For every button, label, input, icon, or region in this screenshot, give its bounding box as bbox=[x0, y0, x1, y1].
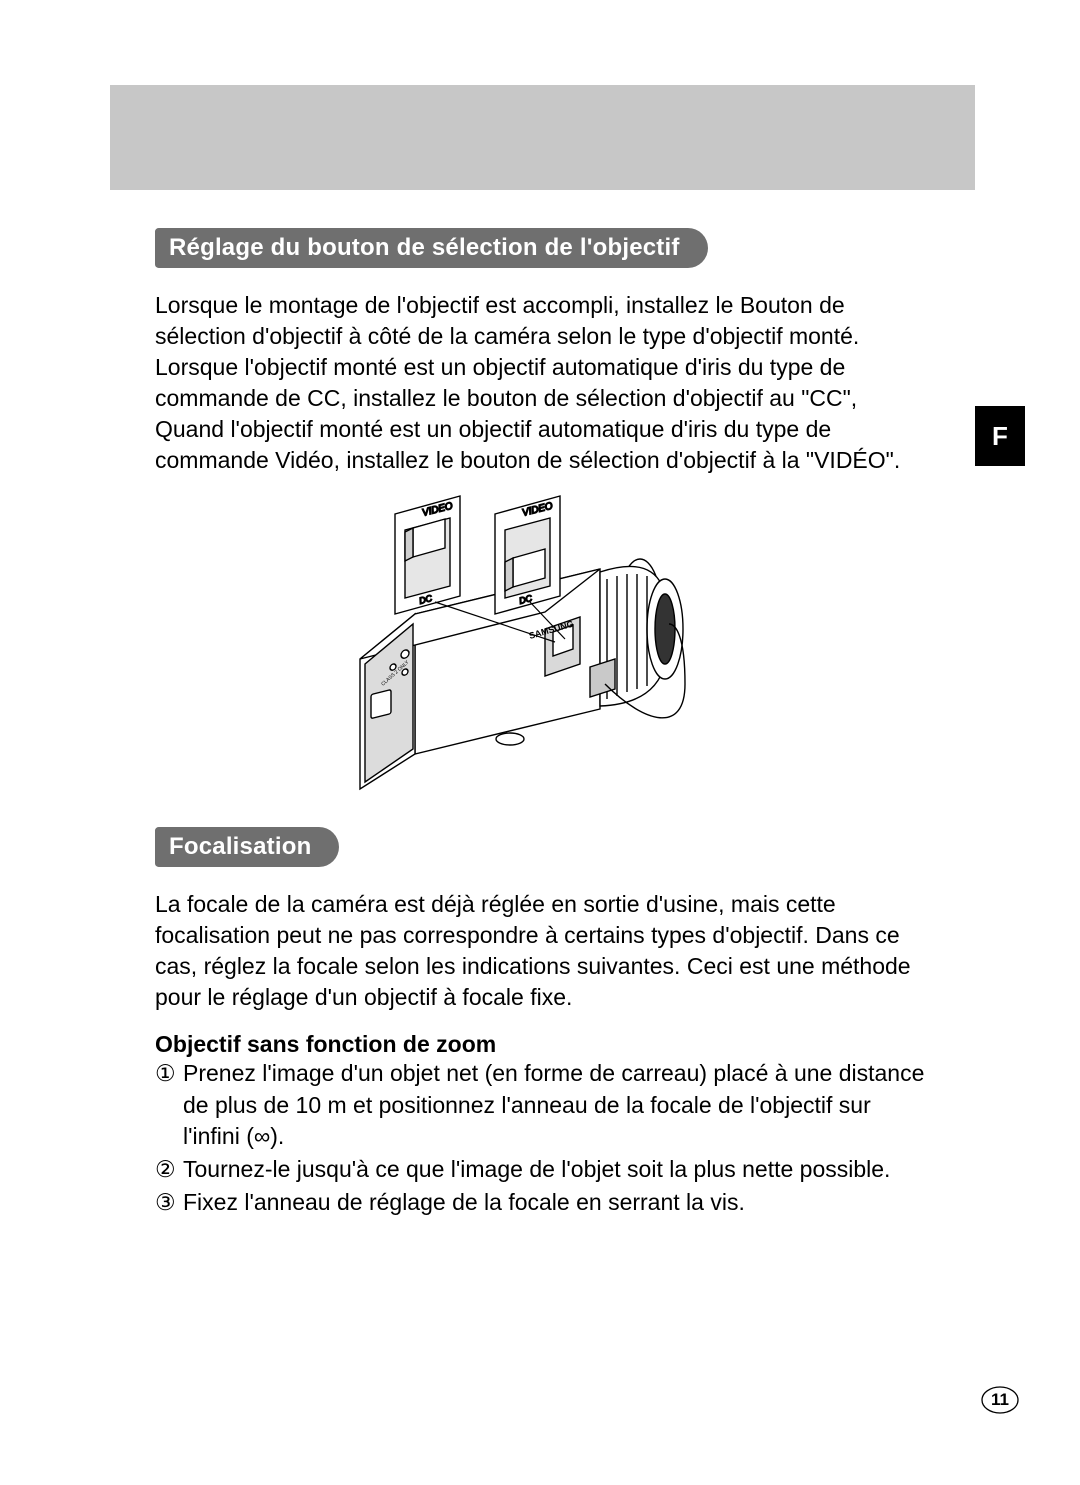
language-tab: F bbox=[975, 406, 1025, 466]
focus-steps: ① Prenez l'image d'un objet net (en form… bbox=[155, 1058, 925, 1217]
step-row: ② Tournez-le jusqu'à ce que l'image de l… bbox=[155, 1154, 925, 1185]
step-number: ② bbox=[155, 1154, 183, 1185]
page-number: 11 bbox=[980, 1380, 1020, 1420]
step-row: ① Prenez l'image d'un objet net (en form… bbox=[155, 1058, 925, 1151]
step-number: ① bbox=[155, 1058, 183, 1151]
page-number-text: 11 bbox=[980, 1380, 1020, 1420]
section1-paragraph: Lorsque le montage de l'objectif est acc… bbox=[155, 290, 925, 476]
language-tab-label: F bbox=[992, 421, 1008, 452]
header-band bbox=[110, 85, 975, 190]
section-heading-focus: Focalisation bbox=[155, 827, 339, 867]
step-row: ③ Fixez l'anneau de réglage de la focale… bbox=[155, 1187, 925, 1218]
section-heading-text: Réglage du bouton de sélection de l'obje… bbox=[169, 234, 680, 261]
step-number: ③ bbox=[155, 1187, 183, 1218]
camera-figure: VIDEO DC VIDEO DC bbox=[155, 494, 925, 799]
section-heading-lens-selection: Réglage du bouton de sélection de l'obje… bbox=[155, 228, 708, 268]
step-text: Prenez l'image d'un objet net (en forme … bbox=[183, 1058, 925, 1151]
step-text: Tournez-le jusqu'à ce que l'image de l'o… bbox=[183, 1154, 925, 1185]
section2-subheading: Objectif sans fonction de zoom bbox=[155, 1031, 925, 1058]
manual-page: F Réglage du bouton de sélection de l'ob… bbox=[0, 0, 1080, 1485]
step-text: Fixez l'anneau de réglage de la focale e… bbox=[183, 1187, 925, 1218]
section2-paragraph: La focale de la caméra est déjà réglée e… bbox=[155, 889, 925, 1013]
section-heading-focus-text: Focalisation bbox=[169, 833, 311, 860]
camera-illustration: VIDEO DC VIDEO DC bbox=[245, 494, 765, 799]
page-content: Réglage du bouton de sélection de l'obje… bbox=[155, 228, 925, 1220]
